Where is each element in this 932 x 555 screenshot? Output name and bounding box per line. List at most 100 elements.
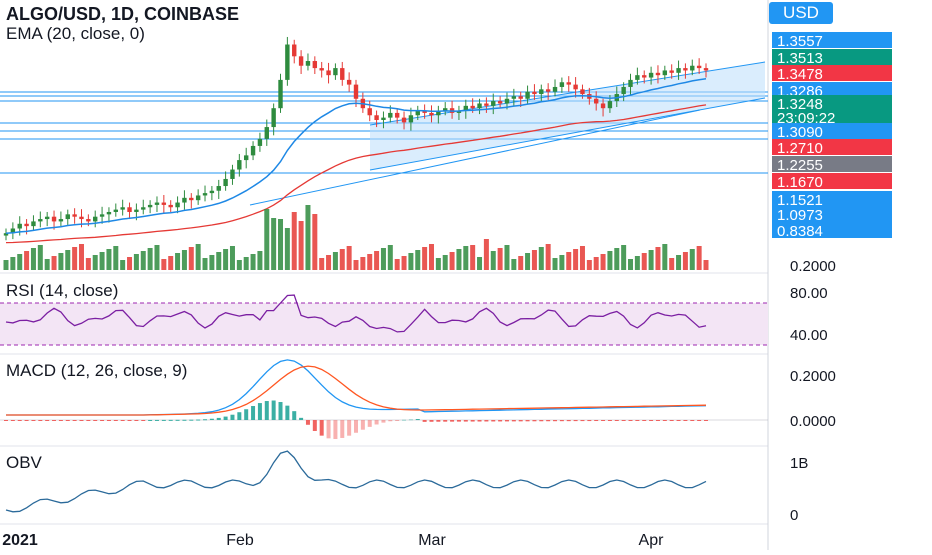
parallel-channel (370, 62, 765, 170)
macd-histogram-bar (504, 420, 509, 422)
candle-body (202, 193, 208, 196)
candle-body (24, 223, 29, 227)
volume-bar (85, 258, 91, 270)
macd-histogram-bar (676, 420, 681, 421)
macd-histogram-bar (285, 405, 290, 420)
price-label-bg (772, 222, 892, 238)
macd-histogram-bar (305, 420, 310, 425)
volume-bar (154, 245, 160, 270)
price-axis-label: 1.3248 (777, 96, 823, 113)
rsi-band (0, 303, 768, 345)
macd-histogram-bar (697, 420, 702, 421)
macd-histogram-bar (203, 419, 208, 421)
macd-histogram-bar (395, 420, 400, 421)
volume-bar (531, 250, 537, 270)
obv-line (5, 450, 707, 513)
volume-bar (223, 249, 229, 270)
volume-bar (284, 228, 290, 270)
volume-bar (435, 258, 441, 270)
rsi-line (5, 294, 707, 333)
obv-tick: 1B (790, 455, 808, 472)
volume-bar (250, 254, 256, 270)
volume-bar (271, 218, 277, 270)
macd-histogram-bar (65, 420, 70, 421)
candle-body (10, 228, 16, 234)
candle-body (340, 68, 345, 80)
macd-histogram-bar (271, 400, 276, 420)
obv-label: OBV (6, 453, 42, 472)
volume-bar (44, 259, 50, 270)
candle-body (312, 61, 318, 69)
macd-histogram-bar (553, 420, 558, 422)
macd-histogram-bar (518, 420, 523, 422)
volume-bar (127, 257, 133, 270)
volume-bar (65, 250, 71, 270)
volume-bar (456, 249, 462, 270)
price-label-bg (772, 49, 892, 65)
macd-histogram-bar (607, 420, 612, 421)
volume-bar (682, 252, 688, 270)
candle-body (621, 86, 626, 95)
volume-bar (78, 244, 84, 270)
volume-bar (463, 246, 469, 270)
candle-body (504, 98, 510, 104)
macd-histogram-bar (669, 420, 674, 421)
macd-histogram-bar (450, 420, 455, 422)
candle-body (134, 209, 139, 212)
macd-histogram-bar (463, 420, 468, 422)
price-label-bg (772, 156, 892, 172)
macd-histogram-bar (484, 420, 489, 422)
price-axis-label: 1.3513 (777, 50, 823, 67)
macd-histogram-bar (182, 419, 187, 421)
volume-bar (600, 254, 606, 270)
volume-bar (518, 256, 524, 270)
macd-histogram-bar (436, 420, 441, 422)
macd-signal-line (6, 365, 707, 416)
candle-body (415, 110, 420, 116)
volume-bar (3, 260, 9, 270)
price-label-bg (772, 123, 892, 139)
volume-bar (58, 253, 64, 270)
macd-histogram-bar (93, 420, 98, 421)
candle-body (573, 84, 578, 90)
volume-bar (113, 246, 119, 270)
volume-bar (72, 247, 78, 270)
macd-histogram-bar (381, 420, 386, 423)
candle-body (51, 216, 57, 222)
volume-bar (504, 245, 510, 270)
candle-body (484, 103, 489, 106)
volume-bar (573, 249, 579, 270)
time-axis-label: Apr (639, 532, 665, 549)
macd-histogram-bar (161, 419, 166, 421)
macd-histogram-bar (4, 420, 8, 421)
macd-histogram-bar (683, 420, 688, 421)
symbol-title: ALGO/USD, 1D, COINBASE (6, 4, 240, 24)
volume-bar (497, 248, 503, 270)
macd-histogram-bar (498, 420, 503, 422)
volume-bar (628, 259, 634, 270)
macd-histogram-bar (106, 420, 111, 421)
macd-histogram-bar (52, 420, 57, 421)
candle-body (189, 197, 194, 201)
candle-body (669, 70, 674, 73)
macd-histogram-bar (662, 420, 667, 421)
macd-histogram-bar (251, 406, 256, 420)
candle-body (305, 61, 311, 66)
macd-histogram-bar (175, 419, 180, 421)
macd-histogram-bar (257, 403, 262, 420)
volume-bar (579, 246, 585, 270)
macd-histogram-bar (141, 420, 146, 421)
macd-histogram-bar (559, 420, 564, 422)
candle-body (642, 75, 647, 78)
candle-body (106, 211, 112, 215)
volume-bar (669, 258, 675, 270)
candle-body (497, 101, 503, 104)
candle-body (374, 115, 379, 120)
volume-bar (168, 256, 174, 270)
volume-bar (175, 253, 181, 270)
candle-body (346, 79, 352, 85)
currency-button[interactable]: USD (769, 2, 833, 24)
rsi-tick: 80.00 (790, 285, 828, 302)
